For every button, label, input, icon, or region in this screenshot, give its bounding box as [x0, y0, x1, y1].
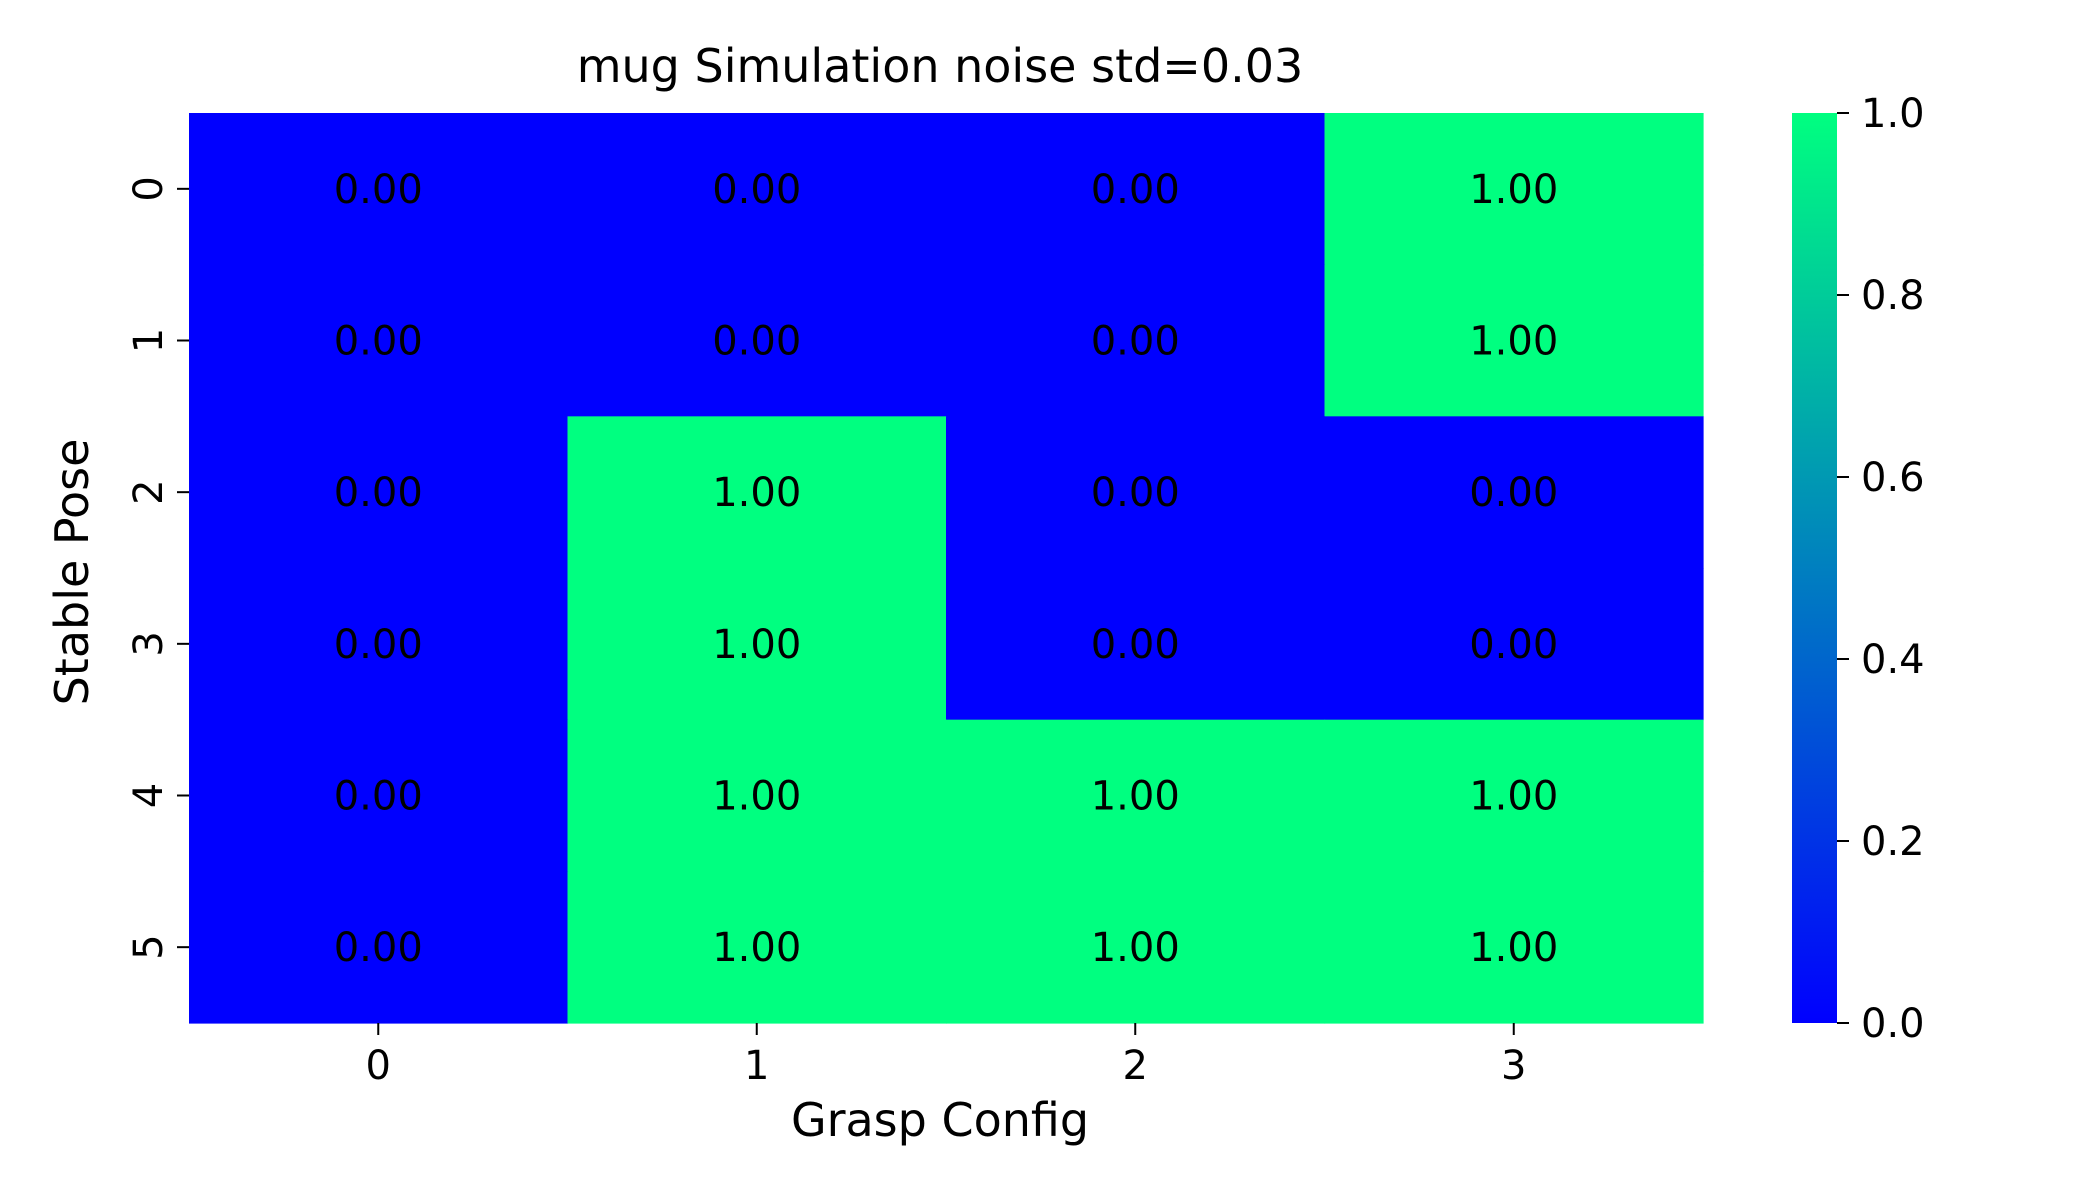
heatmap-cell-r2-c0	[189, 416, 569, 569]
cell-value-label: 1.00	[1469, 925, 1558, 971]
y-tick-label: 2	[126, 479, 172, 504]
cell-value-label: 1.00	[1091, 925, 1180, 971]
cell-value-label: 0.00	[1091, 319, 1180, 365]
heatmap-cell-r4-c3	[1324, 719, 1704, 872]
cell-value-label: 1.00	[1091, 774, 1180, 820]
cell-value-label: 0.00	[1469, 622, 1558, 668]
heatmap-cell-r5-c2	[946, 871, 1326, 1024]
heatmap-cell-r3-c1	[567, 568, 947, 721]
heatmap-cell-r3-c2	[946, 568, 1326, 721]
x-axis-label: Grasp Config	[791, 1093, 1089, 1147]
cell-value-label: 0.00	[334, 470, 423, 516]
colorbar-tick-label: 0.2	[1861, 819, 1925, 865]
heatmap-cell-r4-c2	[946, 719, 1326, 872]
y-axis-label: Stable Pose	[45, 439, 99, 706]
heatmap-cell-r3-c3	[1324, 568, 1704, 721]
cell-value-label: 0.00	[334, 925, 423, 971]
cell-value-label: 1.00	[1469, 319, 1558, 365]
heatmap-cell-r0-c2	[946, 113, 1326, 266]
heatmap-cell-r5-c3	[1324, 871, 1704, 1024]
heatmap-cell-r2-c1	[567, 416, 947, 569]
x-axis: 0 1 2 3	[366, 1023, 1526, 1089]
colorbar-axis: 0.0 0.2 0.4 0.6 0.8 1.0	[1837, 91, 1925, 1047]
cell-value-label: 0.00	[1091, 167, 1180, 213]
colorbar-tick-label: 0.4	[1861, 637, 1925, 683]
y-tick-label: 5	[126, 934, 172, 959]
cell-value-label: 0.00	[712, 319, 801, 365]
cell-value-label: 0.00	[712, 167, 801, 213]
cell-value-label: 0.00	[1091, 622, 1180, 668]
heatmap-cell-r1-c2	[946, 264, 1326, 417]
colorbar-tick-label: 0.6	[1861, 455, 1925, 501]
y-tick-label: 0	[126, 176, 172, 201]
heatmap-cell-r0-c0	[189, 113, 569, 266]
cell-value-label: 0.00	[1091, 470, 1180, 516]
cell-value-label: 1.00	[712, 774, 801, 820]
heatmap-cell-r1-c3	[1324, 264, 1704, 417]
heatmap-cell-r3-c0	[189, 568, 569, 721]
y-tick-label: 4	[126, 783, 172, 808]
cell-value-label: 1.00	[712, 470, 801, 516]
heatmap-cell-labels: 0.00 0.00 0.00 1.00 0.00 0.00 0.00 1.00 0.00 1.00…	[334, 167, 1559, 971]
x-tick-label: 0	[366, 1043, 391, 1089]
y-axis: 0 1 2 3 4 5	[126, 176, 189, 960]
colorbar-tick-label: 1.0	[1861, 91, 1925, 137]
heatmap-cell-r5-c0	[189, 871, 569, 1024]
colorbar-tick-label: 0.0	[1861, 1001, 1925, 1047]
cell-value-label: 1.00	[1469, 774, 1558, 820]
cell-value-label: 1.00	[712, 925, 801, 971]
cell-value-label: 0.00	[334, 319, 423, 365]
heatmap-cell-r0-c3	[1324, 113, 1704, 266]
cell-value-label: 0.00	[334, 622, 423, 668]
cell-value-label: 0.00	[334, 774, 423, 820]
heatmap-cells	[189, 113, 1704, 1024]
cell-value-label: 0.00	[1469, 470, 1558, 516]
y-tick-label: 1	[126, 328, 172, 353]
x-tick-label: 1	[744, 1043, 769, 1089]
x-tick-label: 2	[1123, 1043, 1148, 1089]
heatmap-cell-r0-c1	[567, 113, 947, 266]
cell-value-label: 0.00	[334, 167, 423, 213]
heatmap-cell-r4-c0	[189, 719, 569, 872]
colorbar-tick-label: 0.8	[1861, 273, 1925, 319]
y-tick-label: 3	[126, 631, 172, 656]
heatmap-cell-r2-c3	[1324, 416, 1704, 569]
heatmap-cell-r1-c0	[189, 264, 569, 417]
chart-title: mug Simulation noise std=0.03	[577, 39, 1304, 93]
colorbar	[1792, 113, 1837, 1023]
cell-value-label: 1.00	[712, 622, 801, 668]
heatmap-cell-r1-c1	[567, 264, 947, 417]
cell-value-label: 1.00	[1469, 167, 1558, 213]
x-tick-label: 3	[1501, 1043, 1526, 1089]
heatmap-cell-r5-c1	[567, 871, 947, 1024]
heatmap-cell-r2-c2	[946, 416, 1326, 569]
heatmap-cell-r4-c1	[567, 719, 947, 872]
